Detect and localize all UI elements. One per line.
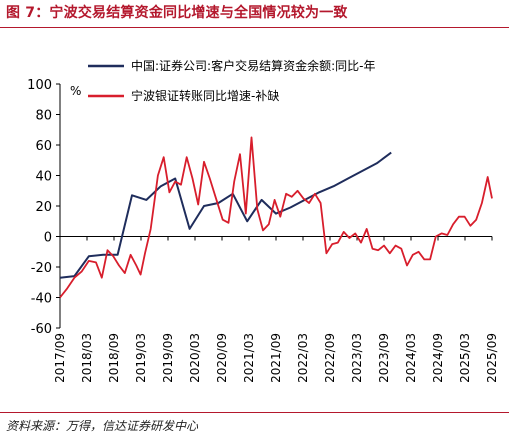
x-tick-label: 2025/03 — [458, 333, 472, 383]
x-tick-label: 2020/09 — [215, 333, 229, 383]
y-tick-label: 100 — [27, 78, 52, 93]
y-tick-label: 80 — [35, 109, 52, 124]
x-tick-label: 2019/09 — [161, 333, 175, 383]
y-unit-label: % — [70, 84, 81, 98]
x-axis: 2017/09 2018/03 2018/09 2019/03 2019/09 2020/… — [53, 236, 499, 383]
title-divider — [0, 27, 509, 28]
series-lines — [59, 136, 493, 299]
x-tick-label: 2023/09 — [377, 333, 391, 383]
y-axis: -60 -40 -20 0 20 40 60 80 100 — [27, 78, 61, 337]
legend-label-national: 中国:证券公司:客户交易结算资金余额:同比-年 — [131, 58, 375, 73]
x-tick-label: 2019/03 — [134, 333, 148, 383]
x-tick-label: 2022/03 — [296, 333, 310, 383]
y-tick-label: 40 — [35, 170, 52, 185]
x-tick-label: 2018/09 — [107, 333, 121, 383]
x-tick-label: 2024/09 — [431, 333, 445, 383]
y-tick-label: 20 — [35, 200, 52, 215]
x-tick-label: 2021/03 — [242, 333, 256, 383]
source-note: 资料来源：万得，信达证券研发中心 — [6, 419, 199, 433]
x-tick-label: 2018/03 — [80, 333, 94, 383]
x-tick-label: 2024/03 — [404, 333, 418, 383]
x-tick-label: 2025/09 — [485, 333, 499, 383]
legend-label-ningbo: 宁波银证转账同比增速-补缺 — [131, 88, 279, 103]
series-line-national — [59, 151, 392, 279]
y-tick-label: -40 — [31, 292, 52, 307]
x-tick-label: 2017/09 — [53, 333, 67, 383]
x-tick-label: 2022/09 — [323, 333, 337, 383]
series-line-ningbo — [59, 136, 493, 299]
chart-title: 图 7：宁波交易结算资金同比增速与全国情况较为一致 — [6, 5, 348, 21]
y-tick-label: -60 — [31, 322, 52, 337]
x-tick-label: 2021/09 — [269, 333, 283, 383]
y-tick-label: 60 — [35, 139, 52, 154]
footer-divider — [0, 412, 509, 413]
y-tick-label: 0 — [44, 231, 52, 246]
legend: 中国:证券公司:客户交易结算资金余额:同比-年 宁波银证转账同比增速-补缺 — [88, 58, 375, 103]
x-tick-label: 2023/03 — [350, 333, 364, 383]
x-tick-label: 2020/03 — [188, 333, 202, 383]
y-tick-label: -20 — [31, 261, 52, 276]
